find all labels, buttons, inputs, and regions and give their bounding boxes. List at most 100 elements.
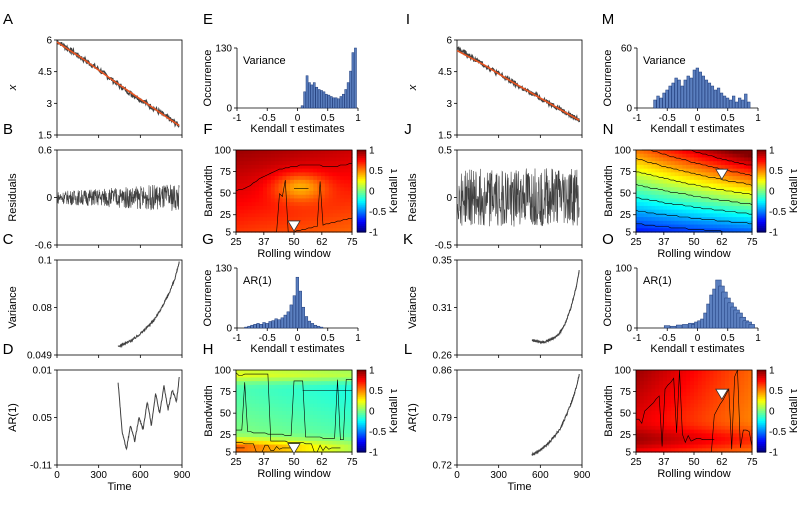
y-axis-label-A: x [7, 84, 19, 91]
heatmap-cell-F [282, 198, 287, 203]
heatmap-cell-N [643, 179, 649, 185]
colorbar-cell-H [357, 394, 366, 398]
heatmap-cell-H [317, 392, 322, 397]
bar-M [744, 93, 748, 109]
heatmap-cell-P [663, 425, 668, 431]
colorbar-cell-H [357, 433, 366, 437]
bar-M [653, 99, 657, 109]
heatmap-cell-H [270, 403, 276, 408]
heatmap-cell-F [336, 209, 341, 214]
heatmap-cell-H [278, 440, 283, 446]
heatmap-cell-F [270, 176, 276, 181]
heatmap-cell-H [247, 384, 253, 390]
heatmap-cell-N [636, 172, 641, 177]
heatmap-cell-P [651, 425, 656, 431]
heatmap-cell-H [336, 396, 341, 401]
heatmap-cell-P [721, 433, 726, 438]
heatmap-cell-F [294, 202, 299, 207]
heatmap-cell-F [348, 179, 353, 185]
heatmap-cell-F [344, 194, 349, 200]
heatmap-cell-N [697, 187, 703, 192]
heatmap-cell-H [251, 448, 256, 453]
heatmap-cell-P [690, 444, 695, 449]
bar-E [346, 82, 350, 109]
heatmap-cell-H [259, 440, 264, 446]
contour-line-N [636, 197, 752, 215]
heatmap-cell-P [682, 403, 687, 408]
heatmap-cell-H [259, 373, 264, 379]
heatmap-cell-F [321, 153, 326, 159]
heatmap-cell-P [647, 370, 653, 375]
heatmap-cell-F [340, 153, 345, 159]
heatmap-cell-N [647, 161, 653, 166]
heatmap-cell-H [297, 388, 303, 393]
heatmap-cell-P [670, 381, 676, 386]
colorbar-cell-P [757, 411, 766, 414]
heatmap-cell-F [286, 228, 291, 233]
heatmap-cell-F [278, 150, 283, 155]
heatmap-cell-F [243, 209, 249, 214]
x-tick-label-G: 0.5 [321, 333, 335, 344]
heatmap-cell-N [705, 164, 711, 170]
bar-O [748, 324, 755, 329]
heatmap-cell-F [301, 202, 307, 207]
heatmap-cell-H [263, 373, 268, 379]
heatmap-cell-N [682, 172, 687, 177]
heatmap-cell-F [290, 209, 295, 214]
bar-E [339, 96, 343, 109]
y-tick-label-F: 5 [225, 228, 231, 239]
heatmap-cell-H [309, 414, 314, 420]
heatmap-cell-N [674, 220, 680, 226]
heatmap-cell-P [713, 422, 718, 427]
heatmap-cell-P [674, 407, 680, 412]
heatmap-cell-N [639, 164, 645, 170]
x-tick-label-H: 37 [258, 457, 270, 468]
heatmap-cell-P [748, 433, 753, 438]
heatmap-cell-F [344, 150, 349, 155]
heatmap-cell-F [324, 228, 330, 233]
heatmap-cell-P [740, 414, 745, 420]
heatmap-cell-P [651, 437, 656, 442]
heatmap-cell-F [270, 187, 276, 192]
heatmap-cell-H [239, 411, 245, 416]
panel-letter-O: O [602, 231, 614, 248]
y-axis-label-O: Occurrence [602, 270, 614, 327]
heatmap-cell-H [247, 373, 253, 379]
y-tick-label-N: 50 [620, 189, 632, 200]
heatmap-cell-H [274, 381, 280, 386]
heatmap-cell-N [713, 220, 718, 226]
heatmap-cell-N [732, 161, 738, 166]
heatmap-cell-H [290, 399, 295, 405]
heatmap-cell-F [266, 194, 272, 200]
bar-M [747, 101, 751, 109]
panel-letter-L: L [404, 341, 412, 358]
heatmap-cell-N [674, 198, 680, 203]
heatmap-cell-H [309, 381, 314, 386]
heatmap-cell-P [694, 418, 699, 423]
heatmap-cell-P [697, 370, 703, 375]
heatmap-cell-N [647, 217, 653, 222]
heatmap-cell-F [278, 187, 283, 192]
heatmap-cell-F [236, 194, 241, 200]
heatmap-cell-P [639, 437, 645, 442]
heatmap-cell-H [340, 403, 345, 408]
heatmap-cell-H [328, 392, 334, 397]
heatmap-cell-F [274, 198, 280, 203]
heatmap-cell-H [282, 422, 287, 427]
heatmap-cell-P [636, 418, 641, 423]
heatmap-cell-H [348, 411, 353, 416]
heatmap-cell-F [255, 205, 260, 211]
heatmap-cell-P [670, 403, 676, 408]
heatmap-cell-F [324, 161, 330, 166]
heatmap-cell-H [324, 377, 330, 382]
heatmap-cell-F [263, 191, 268, 196]
heatmap-cell-N [670, 191, 676, 196]
x-axis-label-N: Rolling window [657, 248, 730, 260]
heatmap-cell-N [709, 205, 714, 211]
heatmap-cell-N [678, 202, 683, 207]
heatmap-cell-N [643, 168, 649, 173]
heatmap-cell-P [709, 407, 714, 412]
bar-E [332, 97, 335, 109]
heatmap-cell-H [247, 429, 253, 434]
heatmap-cell-H [336, 437, 341, 442]
